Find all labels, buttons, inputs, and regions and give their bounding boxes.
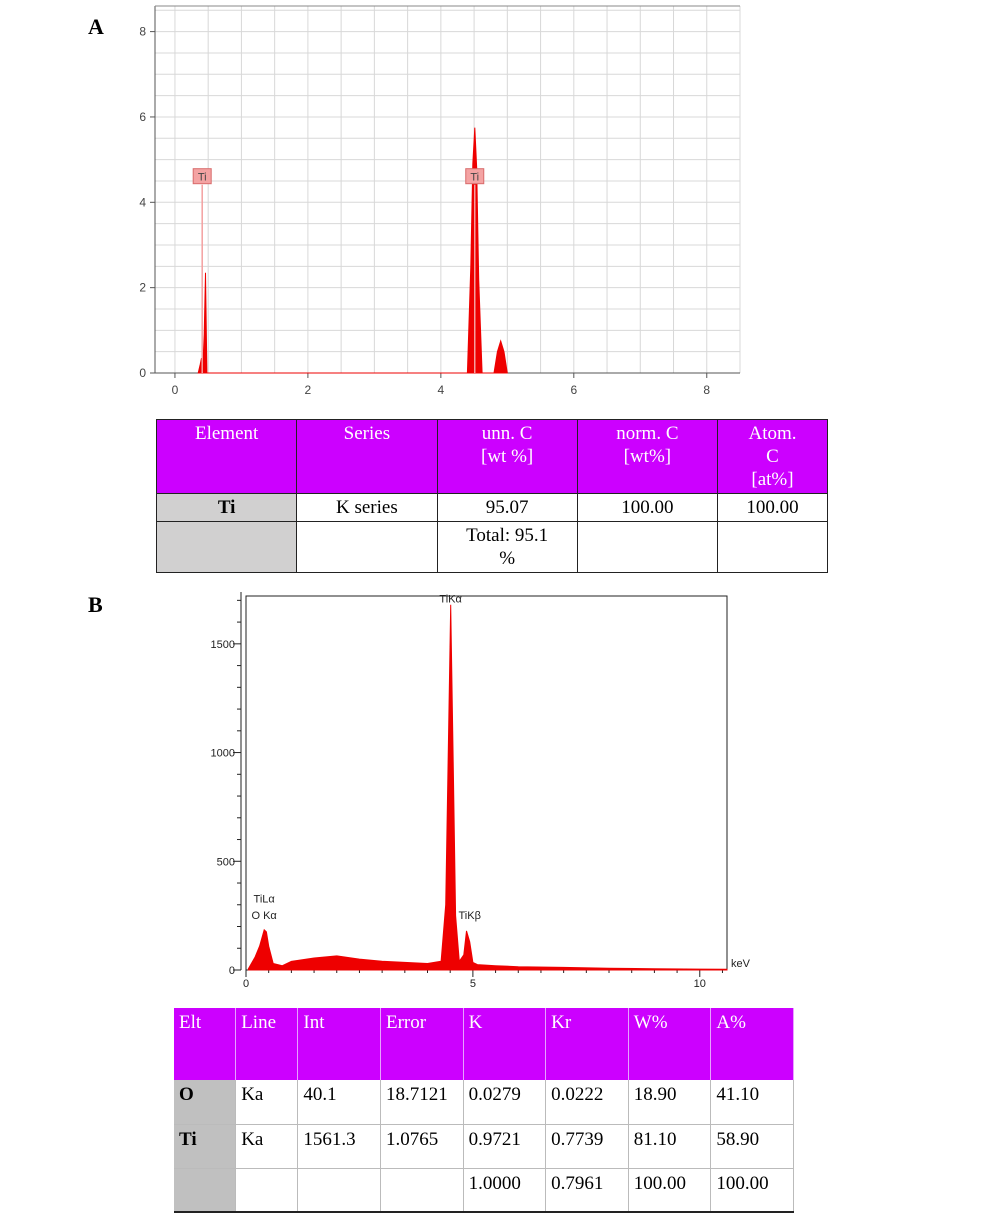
element-cell: O (174, 1080, 237, 1125)
header-cell: A% (710, 1008, 794, 1080)
table-cell: Ka (235, 1080, 299, 1125)
header-cell: K (463, 1008, 547, 1080)
table-cell (297, 1168, 381, 1213)
element-cell: Ti (155, 493, 298, 522)
table-cell: 1.0000 (463, 1168, 547, 1213)
spectrum-series (247, 604, 728, 971)
header-cell: Kr (545, 1008, 629, 1080)
table-cell: 0.7961 (545, 1168, 629, 1213)
table-cell (296, 521, 438, 573)
table-cell: 40.1 (297, 1080, 381, 1125)
peak-label: O Kα (251, 910, 277, 922)
x-tick-label: 10 (694, 978, 706, 990)
peak-label: Ti (470, 172, 479, 184)
y-tick-label: 6 (139, 110, 146, 124)
chart-b-spectrum: 0 500 1000 1500 0 5 10 keV TiKα TiLα O Kα TiKβ (211, 592, 751, 990)
y-tick-label: 1000 (211, 748, 235, 760)
table-cell: 18.7121 (380, 1080, 464, 1125)
peak-label: TiKα (439, 594, 462, 606)
x-tick-label: 0 (243, 978, 249, 990)
table-cell: 41.10 (710, 1080, 794, 1125)
plot-frame (245, 595, 728, 971)
peak-label: Ti (198, 172, 207, 184)
element-cell (174, 1168, 237, 1213)
x-tick-label: 6 (570, 383, 577, 397)
header-cell: Int (297, 1008, 381, 1080)
y-tick-label: 500 (217, 856, 235, 868)
table-cell (717, 521, 828, 573)
x-axis-label: keV (731, 958, 751, 970)
header-cell: Atom. C [at%] (717, 419, 828, 494)
table-cell (576, 521, 719, 573)
header-cell: norm. C [wt%] (576, 419, 719, 494)
header-cell: Element (155, 419, 298, 494)
header-cell: W% (628, 1008, 712, 1080)
table-cell: 95.07 (436, 493, 578, 522)
x-tick-label: 4 (438, 383, 445, 397)
y-tick-label: 2 (139, 281, 146, 295)
table-cell: 100.00 (710, 1168, 794, 1213)
table-cell: 81.10 (628, 1124, 712, 1169)
table-cell: 18.90 (628, 1080, 712, 1125)
table-cell: 100.00 (717, 493, 828, 522)
total-cell: Total: 95.1 % (436, 521, 578, 573)
header-cell: Series (296, 419, 438, 494)
table-cell: 0.0222 (545, 1080, 629, 1125)
table-cell: 100.00 (576, 493, 719, 522)
panel-b-label: B (88, 592, 103, 617)
table-cell: 100.00 (628, 1168, 712, 1213)
peak-label-box (192, 168, 212, 185)
peak-label: TiLα (254, 894, 276, 906)
y-tick-label: 8 (139, 25, 146, 39)
header-cell: Elt (174, 1008, 237, 1080)
peak-label-box (465, 168, 485, 185)
table-cell: K series (296, 493, 438, 522)
table-cell: 58.90 (710, 1124, 794, 1169)
x-tick-label: 2 (305, 383, 312, 397)
table-cell (235, 1168, 299, 1213)
chart-a-spectrum: 0 2 4 6 8 0 2 4 6 8 Ti Ti (139, 5, 741, 397)
table-cell (380, 1168, 464, 1213)
table-cell: 1.0765 (380, 1124, 464, 1169)
table-cell: 0.7739 (545, 1124, 629, 1169)
x-tick-label: 0 (172, 383, 179, 397)
y-tick-label: 0 (229, 965, 235, 977)
peak-label: TiKβ (458, 910, 480, 922)
element-cell (155, 521, 298, 573)
table-cell: 0.0279 (463, 1080, 547, 1125)
y-tick-label: 0 (139, 366, 146, 380)
panel-a-label: A (88, 14, 104, 39)
y-tick-label: 4 (139, 195, 146, 209)
table-b-quantification: Elt Line Int Error K Kr W% A% O Ka 40.1 … (174, 1008, 794, 1213)
table-cell: Ka (235, 1124, 299, 1169)
table-cell: 0.9721 (463, 1124, 547, 1169)
y-tick-label: 1500 (211, 639, 235, 651)
table-cell: 1561.3 (297, 1124, 381, 1169)
element-cell: Ti (174, 1124, 237, 1169)
header-cell: Error (380, 1008, 464, 1080)
spectrum-series (197, 127, 508, 374)
header-cell: Line (235, 1008, 299, 1080)
header-cell: unn. C [wt %] (436, 419, 578, 494)
x-tick-label: 5 (470, 978, 476, 990)
x-tick-label: 8 (703, 383, 710, 397)
table-a-quantification: Element Series unn. C [wt %] norm. C [wt… (155, 419, 828, 573)
